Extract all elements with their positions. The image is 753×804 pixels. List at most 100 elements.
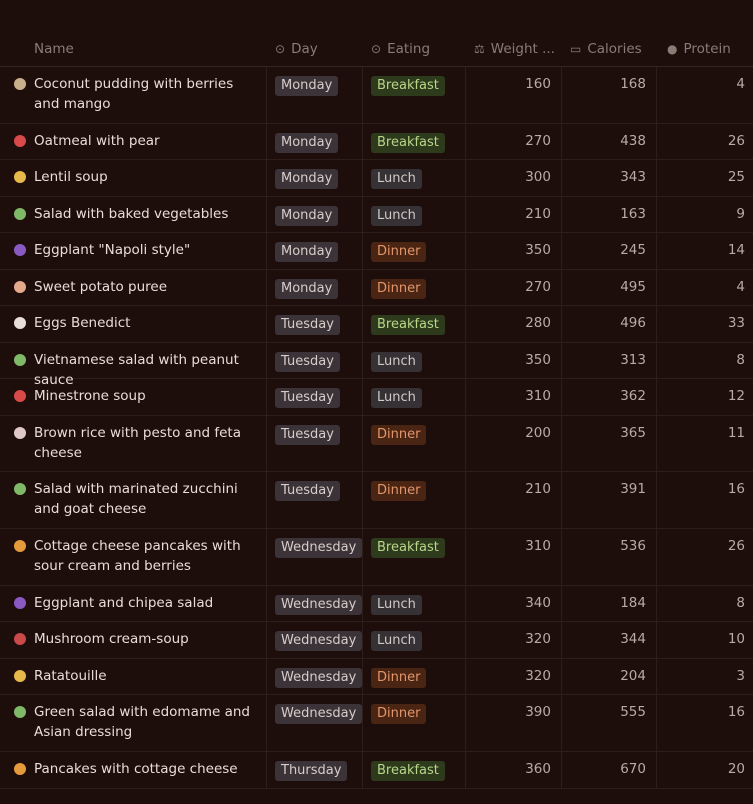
cell-name[interactable]: Eggplant and chipea salad — [0, 586, 267, 621]
table-row[interactable]: Coconut pudding with berries and mango M… — [0, 67, 753, 124]
cell-protein[interactable]: 8 — [736, 352, 745, 368]
cell-calories[interactable]: 438 — [562, 124, 657, 159]
cell-name[interactable]: Salad with marinated zucchini and goat c… — [0, 472, 267, 528]
cell-eating[interactable]: Lunch — [363, 197, 466, 232]
column-header-name[interactable]: Name — [0, 32, 267, 66]
cell-calories[interactable]: 245 — [562, 233, 657, 269]
cell-protein[interactable]: 26 — [727, 538, 745, 554]
cell-weight[interactable]: 210 — [466, 472, 562, 528]
cell-calories[interactable]: 163 — [562, 197, 657, 232]
cell-eating[interactable]: Breakfast — [363, 752, 466, 788]
cell-day[interactable]: Tuesday — [267, 343, 363, 378]
cell-protein[interactable]: 26 — [727, 133, 745, 149]
cell-calories[interactable]: 362 — [562, 379, 657, 415]
cell-weight[interactable]: 210 — [466, 197, 562, 232]
table-row[interactable]: Sweet potato puree Monday Dinner 270 495… — [0, 270, 753, 306]
cell-day[interactable]: Monday — [267, 67, 363, 123]
cell-day[interactable]: Monday — [267, 197, 363, 232]
cell-weight[interactable]: 270 — [466, 124, 562, 159]
cell-name[interactable]: Ratatouille — [0, 659, 267, 694]
cell-eating[interactable]: Breakfast — [363, 124, 466, 159]
column-header-calories[interactable]: ▭ Calories — [562, 32, 657, 66]
cell-weight[interactable]: 270 — [466, 270, 562, 305]
cell-protein[interactable]: 4 — [736, 279, 745, 295]
table-row[interactable]: Pancakes with cottage cheese Thursday Br… — [0, 752, 753, 789]
cell-name[interactable]: Eggplant "Napoli style" — [0, 233, 267, 269]
cell-weight[interactable]: 360 — [466, 752, 562, 788]
cell-weight[interactable]: 310 — [466, 379, 562, 415]
cell-eating[interactable]: Breakfast — [363, 67, 466, 123]
cell-eating[interactable]: Dinner — [363, 695, 466, 751]
table-row[interactable]: Oatmeal with pear Monday Breakfast 270 4… — [0, 124, 753, 160]
table-row[interactable]: Eggplant and chipea salad Wednesday Lunc… — [0, 586, 753, 622]
cell-calories[interactable]: 391 — [562, 472, 657, 528]
cell-weight[interactable]: 320 — [466, 622, 562, 658]
cell-calories[interactable]: 495 — [562, 270, 657, 305]
cell-calories[interactable]: 343 — [562, 160, 657, 196]
cell-calories[interactable]: 344 — [562, 622, 657, 658]
cell-eating[interactable]: Lunch — [363, 160, 466, 196]
cell-name[interactable]: Minestrone soup — [0, 379, 267, 415]
cell-protein[interactable]: 11 — [727, 425, 745, 441]
cell-day[interactable]: Wednesday — [267, 659, 363, 694]
cell-weight[interactable]: 340 — [466, 586, 562, 621]
cell-day[interactable]: Tuesday — [267, 472, 363, 528]
cell-name[interactable]: Green salad with edomame and Asian dress… — [0, 695, 267, 751]
cell-day[interactable]: Monday — [267, 124, 363, 159]
table-row[interactable]: Mushroom cream-soup Wednesday Lunch 320 … — [0, 622, 753, 659]
cell-eating[interactable]: Lunch — [363, 622, 466, 658]
cell-weight[interactable]: 310 — [466, 529, 562, 585]
table-row[interactable]: Lentil soup Monday Lunch 300 343 25 — [0, 160, 753, 197]
cell-eating[interactable]: Breakfast — [363, 529, 466, 585]
table-row[interactable]: Ratatouille Wednesday Dinner 320 204 3 — [0, 659, 753, 695]
cell-day[interactable]: Monday — [267, 270, 363, 305]
cell-weight[interactable]: 350 — [466, 343, 562, 378]
cell-calories[interactable]: 204 — [562, 659, 657, 694]
cell-name[interactable]: Vietnamese salad with peanut sauce — [0, 343, 267, 388]
cell-name[interactable]: Oatmeal with pear — [0, 124, 267, 159]
cell-protein[interactable]: 4 — [736, 76, 745, 92]
cell-weight[interactable]: 280 — [466, 306, 562, 342]
cell-day[interactable]: Wednesday — [267, 529, 363, 585]
cell-eating[interactable]: Lunch — [363, 379, 466, 415]
column-header-protein[interactable]: ● Protein — [657, 32, 753, 66]
cell-weight[interactable]: 390 — [466, 695, 562, 751]
table-row[interactable]: Cottage cheese pancakes with sour cream … — [0, 529, 753, 586]
cell-calories[interactable]: 168 — [562, 67, 657, 123]
cell-name[interactable]: Pancakes with cottage cheese — [0, 752, 267, 788]
cell-protein[interactable]: 3 — [736, 668, 745, 684]
cell-name[interactable]: Cottage cheese pancakes with sour cream … — [0, 529, 267, 585]
cell-name[interactable]: Salad with baked vegetables — [0, 197, 267, 232]
cell-calories[interactable]: 184 — [562, 586, 657, 621]
cell-eating[interactable]: Lunch — [363, 343, 466, 378]
cell-protein[interactable]: 16 — [727, 481, 745, 497]
cell-weight[interactable]: 350 — [466, 233, 562, 269]
cell-calories[interactable]: 670 — [562, 752, 657, 788]
cell-calories[interactable]: 496 — [562, 306, 657, 342]
cell-day[interactable]: Tuesday — [267, 306, 363, 342]
cell-eating[interactable]: Breakfast — [363, 306, 466, 342]
cell-eating[interactable]: Lunch — [363, 586, 466, 621]
cell-protein[interactable]: 25 — [727, 169, 745, 185]
table-row[interactable]: Salad with baked vegetables Monday Lunch… — [0, 197, 753, 233]
cell-day[interactable]: Tuesday — [267, 416, 363, 471]
cell-name[interactable]: Eggs Benedict — [0, 306, 267, 342]
column-header-eating[interactable]: ⊙ Eating — [363, 32, 466, 66]
cell-weight[interactable]: 200 — [466, 416, 562, 471]
cell-name[interactable]: Mushroom cream-soup — [0, 622, 267, 658]
cell-eating[interactable]: Dinner — [363, 416, 466, 471]
column-header-day[interactable]: ⊙ Day — [267, 32, 363, 66]
cell-calories[interactable]: 555 — [562, 695, 657, 751]
cell-protein[interactable]: 10 — [727, 631, 745, 647]
cell-day[interactable]: Wednesday — [267, 622, 363, 658]
cell-day[interactable]: Wednesday — [267, 695, 363, 751]
table-row[interactable]: Eggplant "Napoli style" Monday Dinner 35… — [0, 233, 753, 270]
cell-protein[interactable]: 20 — [727, 761, 745, 777]
cell-protein[interactable]: 14 — [727, 242, 745, 258]
table-row[interactable]: Minestrone soup Tuesday Lunch 310 362 12 — [0, 379, 753, 416]
cell-name[interactable]: Coconut pudding with berries and mango — [0, 67, 267, 123]
cell-name[interactable]: Brown rice with pesto and feta cheese — [0, 416, 267, 471]
cell-protein[interactable]: 8 — [736, 595, 745, 611]
cell-protein[interactable]: 16 — [727, 704, 745, 720]
cell-day[interactable]: Monday — [267, 233, 363, 269]
